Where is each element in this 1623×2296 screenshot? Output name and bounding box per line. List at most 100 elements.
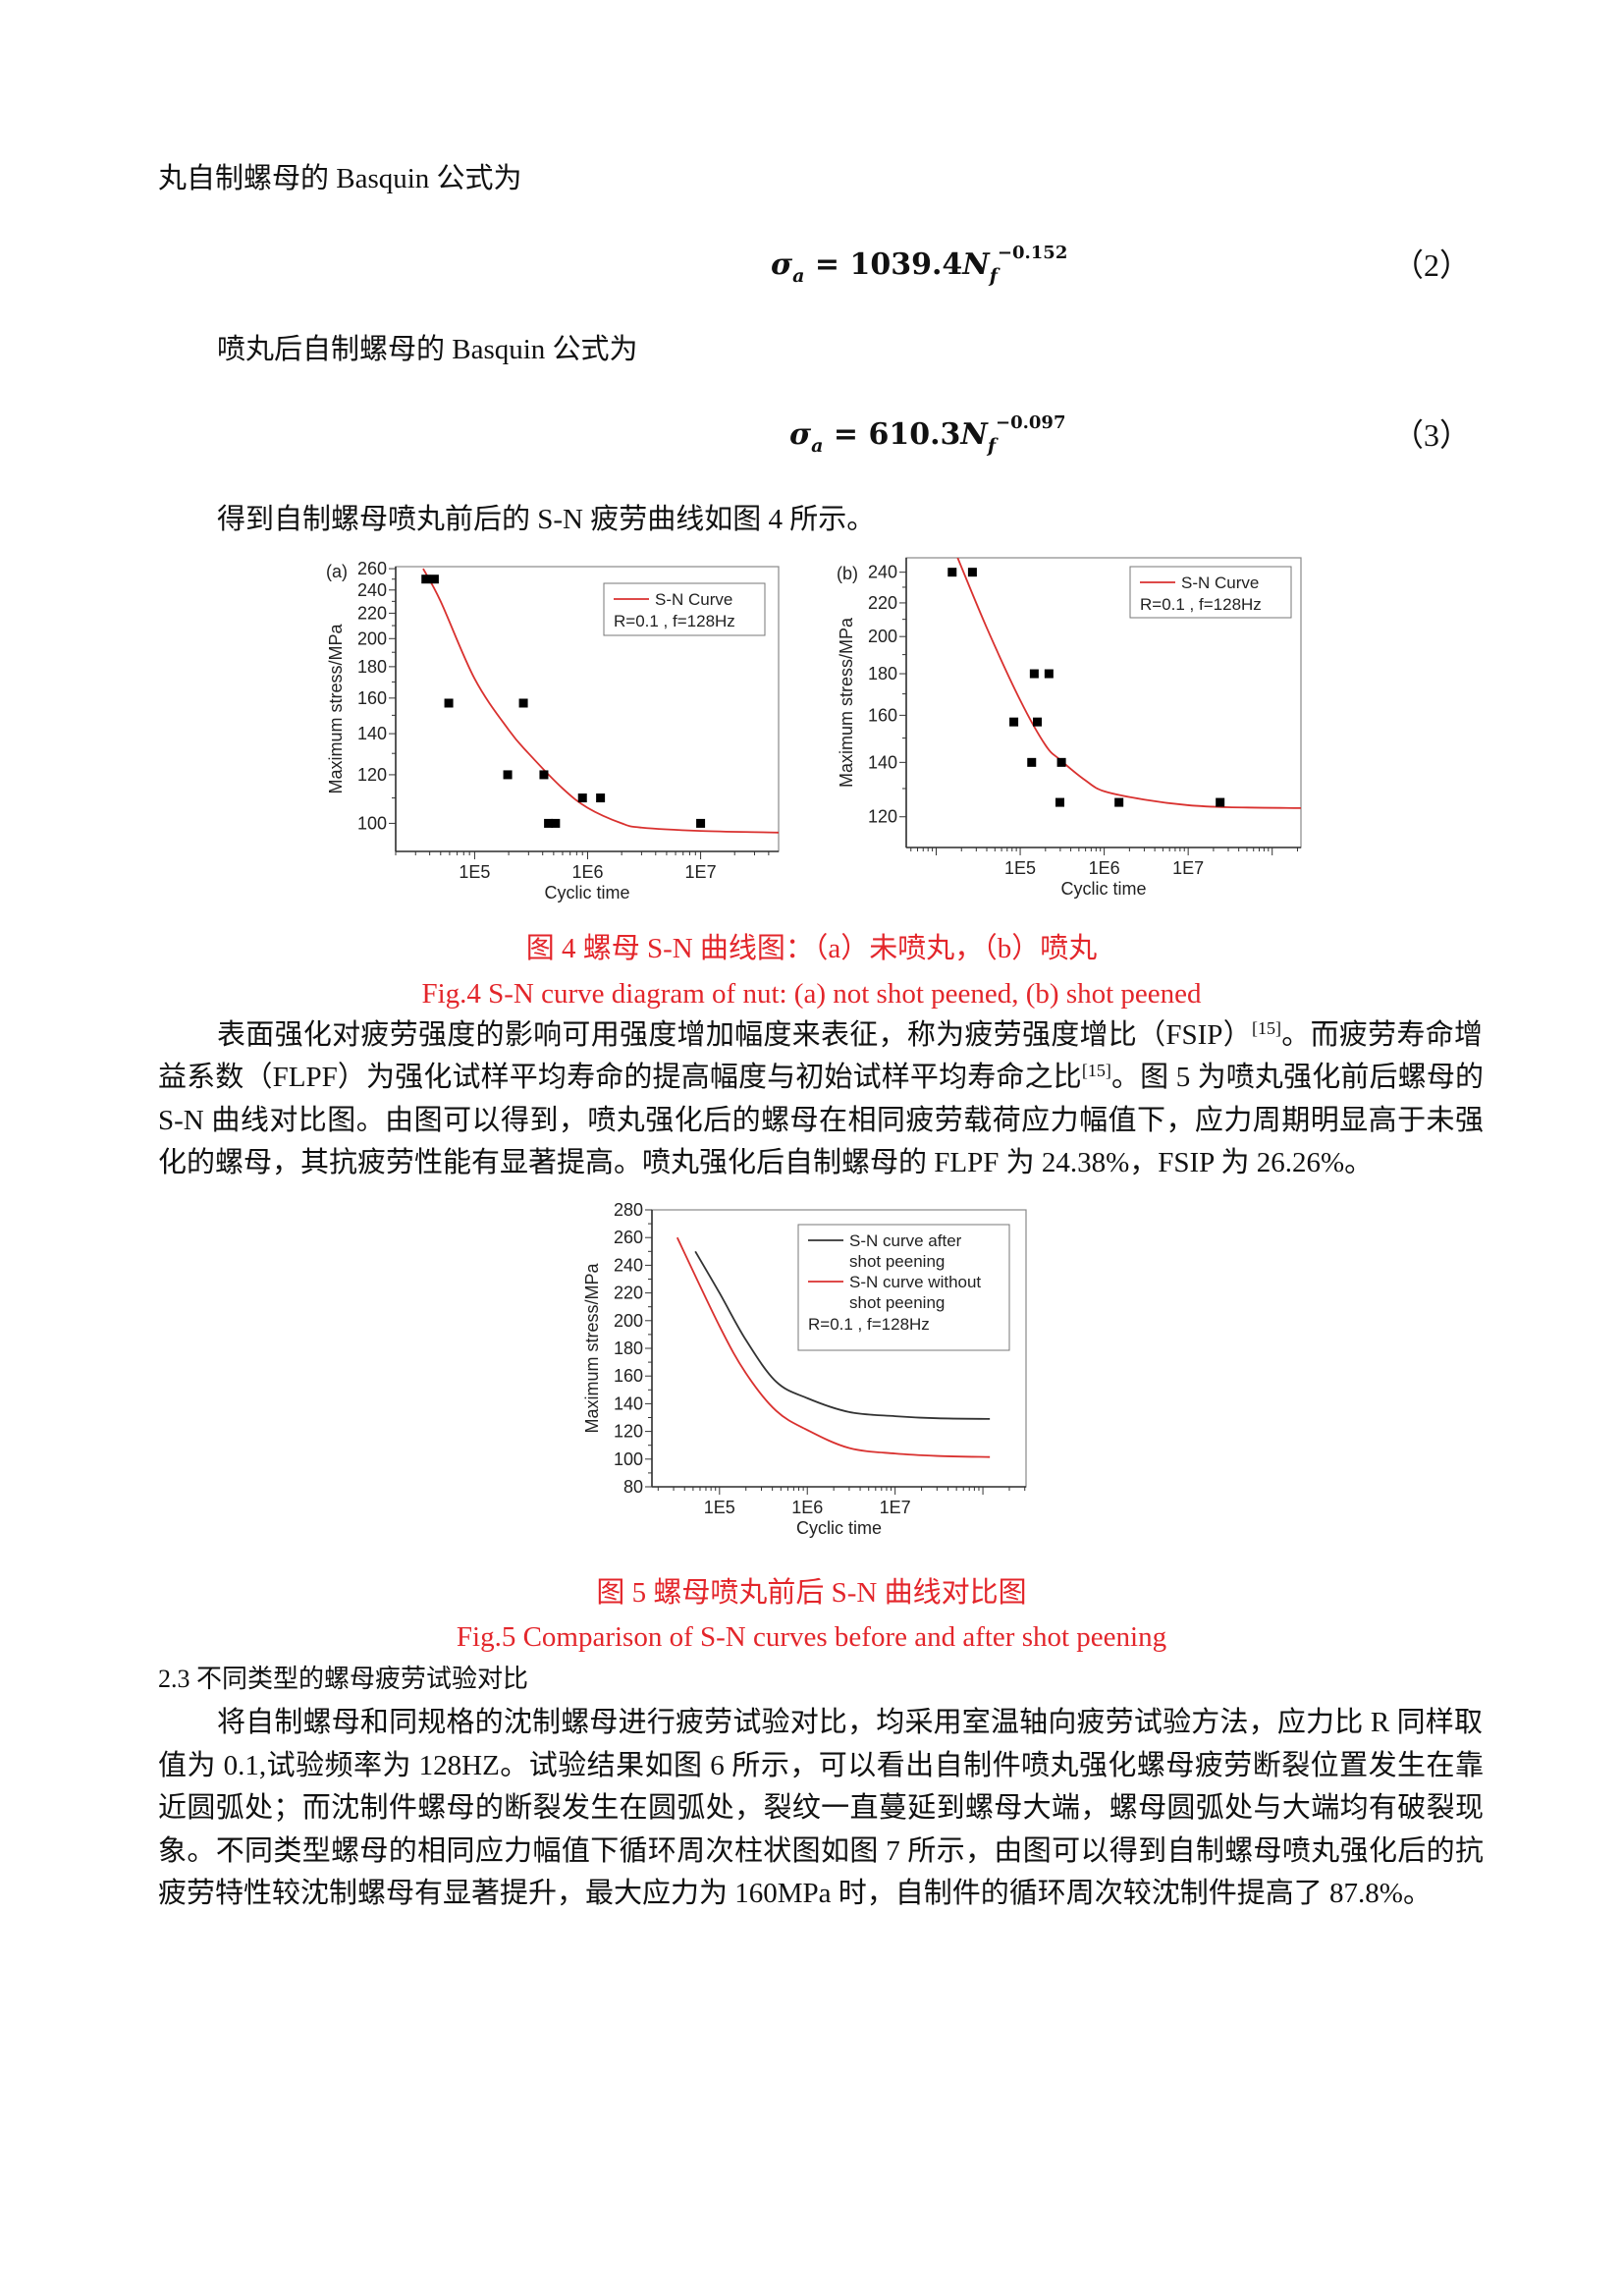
y-tick-label: 240 bbox=[868, 563, 897, 582]
y-tick-label: 260 bbox=[357, 559, 387, 578]
y-tick-label: 80 bbox=[623, 1477, 643, 1497]
y-tick-label: 200 bbox=[614, 1311, 643, 1331]
legend-note: R=0.1 , f=128Hz bbox=[808, 1315, 930, 1334]
para2-line: 将自制螺母和同规格的沈制螺母进行疲劳试验对比，均采用室温轴向疲劳试验方法，应力比… bbox=[217, 1707, 1483, 1738]
section-heading: 2.3 不同类型的螺母疲劳试验对比 bbox=[158, 1665, 529, 1693]
text-seg: 。而疲劳寿命增 bbox=[1281, 1019, 1483, 1051]
chart-fig4a: 1E5 1E6 1E7 100 120 140 160 180 200 220 240 260 Cycl… bbox=[326, 559, 780, 902]
data-point bbox=[539, 770, 549, 780]
fig4-caption-cn: 图 4 螺母 S-N 曲线图：（a）未喷丸，（b）喷丸 bbox=[525, 933, 1098, 964]
legend-label: shot peening bbox=[849, 1252, 945, 1271]
legend-box bbox=[603, 582, 766, 636]
equation-3: σa = 610.3Nf−0.097 bbox=[789, 413, 1065, 457]
x-tick-label: 1E7 bbox=[1172, 858, 1204, 878]
data-point bbox=[1027, 757, 1037, 767]
x-tick-label: 1E5 bbox=[1004, 858, 1036, 878]
data-point bbox=[1216, 797, 1225, 807]
fig5-caption-en: Fig.5 Comparison of S-N curves before an… bbox=[456, 1621, 1167, 1653]
sn-curve bbox=[676, 1236, 991, 1458]
eq3-lhs-sub: a bbox=[811, 435, 824, 457]
y-tick-label: 180 bbox=[357, 657, 387, 677]
data-point bbox=[947, 568, 957, 577]
legend-label: S-N curve without bbox=[849, 1273, 981, 1291]
y-tick-label: 120 bbox=[614, 1422, 643, 1442]
text-seg: 化的螺母，其抗疲劳性能有显著提高。喷丸强化后自制螺母的 FLPF 为 24.38… bbox=[158, 1147, 1374, 1178]
x-tick-label: 1E6 bbox=[1089, 858, 1120, 878]
para1-line: 表面强化对疲劳强度的影响可用强度增加幅度来表征，称为疲劳强度增比（FSIP）[1… bbox=[217, 1013, 1483, 1057]
y-axis-title: Maximum stress/MPa bbox=[837, 617, 856, 788]
x-tick-label: 1E6 bbox=[571, 862, 603, 882]
para2-line: 象。不同类型螺母的相同应力幅值下循环周次柱状图如图 7 所示，由图可以得到自制螺… bbox=[158, 1835, 1484, 1867]
fig4-caption-en: Fig.4 S-N curve diagram of nut: (a) not … bbox=[421, 978, 1202, 1010]
y-tick-label: 160 bbox=[614, 1366, 643, 1386]
text-seg: S-N 曲线对比图。由图可以得到，喷丸强化后的螺母在相同疲劳载荷应力幅值下，应力… bbox=[158, 1105, 1484, 1136]
para2-line: 近圆弧处；而沈制件螺母的断裂发生在圆弧处，裂纹一直蔓延到螺母大端，螺母圆弧处与大… bbox=[158, 1792, 1484, 1824]
eq3-lhs: σ bbox=[789, 417, 812, 452]
para1-line: 益系数（FLPF）为强化试样平均寿命的提高幅度与初始试样平均寿命之比[15]。图… bbox=[158, 1056, 1484, 1099]
sn-curve bbox=[422, 568, 779, 834]
y-tick-label: 140 bbox=[868, 752, 897, 772]
data-point bbox=[577, 793, 587, 803]
legend-label: S-N Curve bbox=[655, 590, 732, 609]
eq3-coef: 610.3 bbox=[868, 417, 961, 452]
data-point bbox=[1009, 717, 1019, 727]
y-tick-label: 100 bbox=[357, 813, 387, 833]
eq3-var: N bbox=[960, 417, 988, 452]
citation: [15] bbox=[1252, 1018, 1281, 1038]
equation-3-number: （3） bbox=[1392, 417, 1472, 453]
y-tick-label: 200 bbox=[868, 627, 897, 646]
result-line: 得到自制螺母喷丸前后的 S-N 疲劳曲线如图 4 所示。 bbox=[217, 504, 876, 535]
panel-label: (a) bbox=[326, 562, 348, 581]
eq2-coef: 1039.4 bbox=[849, 247, 963, 282]
sn-curve bbox=[956, 558, 1301, 809]
data-point bbox=[421, 574, 431, 584]
x-tick-label: 1E5 bbox=[704, 1498, 735, 1517]
data-point bbox=[551, 818, 561, 828]
citation: [15] bbox=[1081, 1061, 1111, 1080]
x-tick-label: 1E6 bbox=[791, 1498, 823, 1517]
legend-note: R=0.1 , f=128Hz bbox=[1140, 595, 1262, 614]
y-tick-label: 200 bbox=[357, 629, 387, 648]
data-point bbox=[1044, 669, 1054, 679]
intro-line: 丸自制螺母的 Basquin 公式为 bbox=[158, 163, 522, 194]
x-axis-title: Cyclic time bbox=[544, 883, 629, 902]
data-point bbox=[503, 770, 513, 780]
data-point bbox=[696, 818, 706, 828]
data-point bbox=[1055, 797, 1064, 807]
y-axis-title: Maximum stress/MPa bbox=[582, 1263, 602, 1434]
after-line: 喷丸后自制螺母的 Basquin 公式为 bbox=[217, 334, 638, 365]
eq2-lhs-sub: a bbox=[792, 265, 805, 287]
text-seg: 。图 5 为喷丸强化前后螺母的 bbox=[1110, 1062, 1484, 1093]
y-tick-label: 260 bbox=[614, 1228, 643, 1247]
para2-line: 疲劳特性较沈制螺母有显著提升，最大应力为 160MPa 时，自制件的循环周次较沈… bbox=[158, 1878, 1432, 1909]
y-tick-label: 140 bbox=[357, 724, 387, 743]
para2-line: 值为 0.1,试验频率为 128HZ。试验结果如图 6 所示，可以看出自制件喷丸… bbox=[158, 1750, 1484, 1781]
data-point bbox=[596, 793, 606, 803]
y-tick-label: 220 bbox=[357, 603, 387, 623]
para1-line: 化的螺母，其抗疲劳性能有显著提高。喷丸强化后自制螺母的 FLPF 为 24.38… bbox=[158, 1141, 1373, 1184]
y-tick-label: 160 bbox=[868, 705, 897, 725]
text-seg: 表面强化对疲劳强度的影响可用强度增加幅度来表征，称为疲劳强度增比（FSIP） bbox=[217, 1019, 1252, 1051]
eq2-equals: = bbox=[804, 247, 850, 282]
data-point bbox=[1029, 669, 1039, 679]
legend-label: S-N Curve bbox=[1181, 574, 1259, 592]
y-tick-label: 120 bbox=[357, 765, 387, 785]
y-tick-label: 120 bbox=[868, 807, 897, 827]
data-point bbox=[518, 698, 528, 708]
chart-fig4b: 1E5 1E6 1E7 120 140 160 180 200 220 240 Cyclic tim… bbox=[837, 557, 1302, 899]
legend-label: S-N curve after bbox=[849, 1231, 962, 1250]
data-point bbox=[1033, 717, 1043, 727]
data-point bbox=[1056, 757, 1066, 767]
y-tick-label: 240 bbox=[357, 580, 387, 600]
y-tick-label: 180 bbox=[614, 1339, 643, 1358]
y-axis-title: Maximum stress/MPa bbox=[326, 624, 346, 794]
data-point bbox=[429, 574, 439, 584]
data-point bbox=[544, 818, 554, 828]
y-tick-label: 140 bbox=[614, 1394, 643, 1413]
legend-note: R=0.1 , f=128Hz bbox=[614, 612, 735, 630]
eq2-lhs: σ bbox=[771, 247, 793, 282]
sn-curve bbox=[694, 1250, 991, 1420]
x-tick-label: 1E7 bbox=[880, 1498, 911, 1517]
y-tick-label: 280 bbox=[614, 1200, 643, 1220]
eq2-exp: −0.152 bbox=[997, 243, 1068, 263]
